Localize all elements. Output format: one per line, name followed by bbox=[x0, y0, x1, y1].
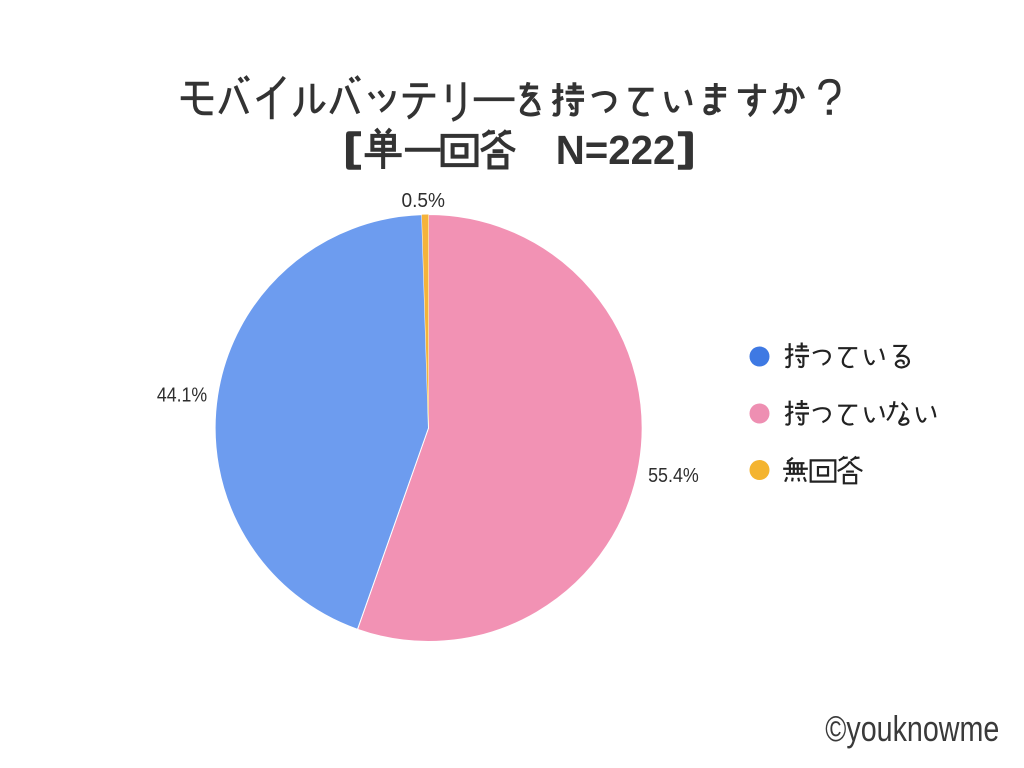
svg-text:55.4%: 55.4% bbox=[648, 465, 699, 487]
svg-text:0.5%: 0.5% bbox=[402, 190, 446, 212]
svg-text:N=222: N=222 bbox=[556, 127, 676, 173]
svg-text:44.1%: 44.1% bbox=[157, 384, 207, 406]
svg-text:©youknowme: ©youknowme bbox=[825, 708, 999, 749]
